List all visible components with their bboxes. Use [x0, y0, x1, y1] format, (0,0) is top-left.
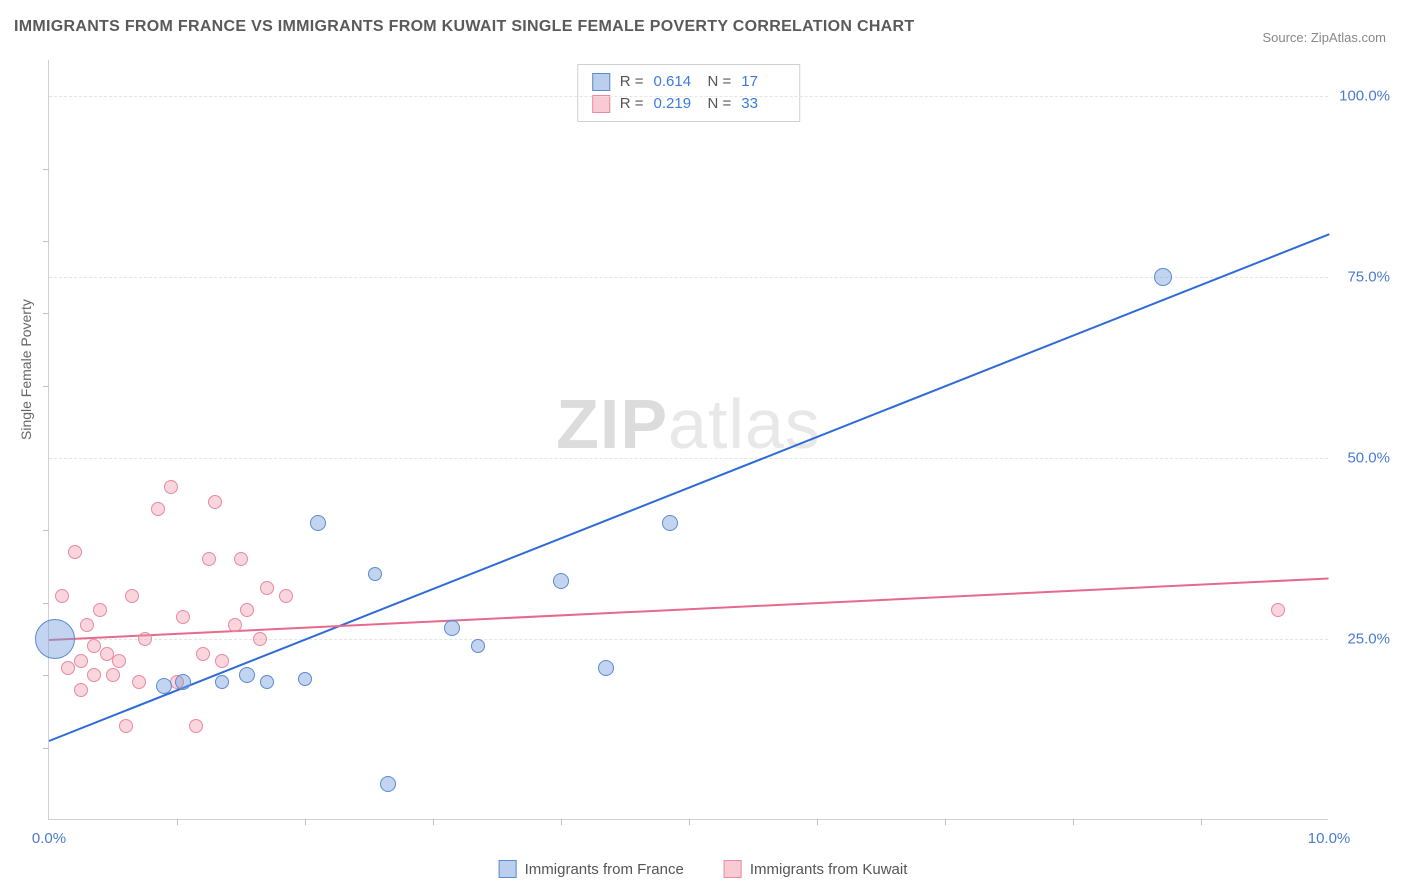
- data-point-france: [444, 620, 460, 636]
- data-point-kuwait: [138, 632, 152, 646]
- data-point-kuwait: [61, 661, 75, 675]
- x-minor-tick: [817, 819, 818, 825]
- y-minor-tick: [43, 603, 49, 604]
- data-point-kuwait: [68, 545, 82, 559]
- data-point-kuwait: [189, 719, 203, 733]
- data-point-kuwait: [87, 668, 101, 682]
- stats-legend: R = 0.614 N = 17 R = 0.219 N = 33: [577, 64, 801, 122]
- source-label: Source: ZipAtlas.com: [1262, 30, 1386, 45]
- swatch-pink-icon: [592, 95, 610, 113]
- stats-row-france: R = 0.614 N = 17: [592, 71, 786, 93]
- data-point-kuwait: [151, 502, 165, 516]
- x-minor-tick: [305, 819, 306, 825]
- data-point-kuwait: [106, 668, 120, 682]
- data-point-france: [553, 573, 569, 589]
- data-point-kuwait: [87, 639, 101, 653]
- data-point-france: [471, 639, 485, 653]
- x-minor-tick: [1073, 819, 1074, 825]
- swatch-blue-icon: [499, 860, 517, 878]
- data-point-kuwait: [253, 632, 267, 646]
- data-point-france: [175, 674, 191, 690]
- y-tick-label: 100.0%: [1339, 88, 1390, 105]
- y-axis-label: Single Female Poverty: [18, 299, 34, 440]
- x-minor-tick: [1201, 819, 1202, 825]
- data-point-france: [260, 675, 274, 689]
- y-tick-label: 25.0%: [1347, 631, 1390, 648]
- y-minor-tick: [43, 530, 49, 531]
- y-minor-tick: [43, 169, 49, 170]
- r-label: R =: [620, 71, 644, 93]
- data-point-france: [1154, 268, 1172, 286]
- y-minor-tick: [43, 748, 49, 749]
- data-point-france: [215, 675, 229, 689]
- y-minor-tick: [43, 313, 49, 314]
- data-point-kuwait: [74, 683, 88, 697]
- x-minor-tick: [433, 819, 434, 825]
- gridline: [49, 639, 1328, 640]
- n-label: N =: [708, 71, 732, 93]
- bottom-legend: Immigrants from France Immigrants from K…: [499, 860, 908, 878]
- x-minor-tick: [945, 819, 946, 825]
- trend-line-france: [49, 234, 1330, 743]
- y-minor-tick: [43, 675, 49, 676]
- data-point-kuwait: [132, 675, 146, 689]
- data-point-kuwait: [164, 480, 178, 494]
- y-tick-label: 75.0%: [1347, 269, 1390, 286]
- data-point-kuwait: [240, 603, 254, 617]
- gridline: [49, 277, 1328, 278]
- data-point-france: [662, 515, 678, 531]
- x-tick-label: 0.0%: [32, 830, 66, 847]
- chart-title: IMMIGRANTS FROM FRANCE VS IMMIGRANTS FRO…: [14, 18, 914, 36]
- data-point-kuwait: [202, 552, 216, 566]
- y-minor-tick: [43, 386, 49, 387]
- data-point-kuwait: [234, 552, 248, 566]
- data-point-kuwait: [196, 647, 210, 661]
- data-point-france: [380, 776, 396, 792]
- r-value-france: 0.614: [654, 71, 698, 93]
- data-point-kuwait: [112, 654, 126, 668]
- data-point-kuwait: [215, 654, 229, 668]
- data-point-kuwait: [176, 610, 190, 624]
- gridline: [49, 458, 1328, 459]
- data-point-kuwait: [55, 589, 69, 603]
- x-tick-label: 10.0%: [1308, 830, 1351, 847]
- data-point-france: [298, 672, 312, 686]
- swatch-pink-icon: [724, 860, 742, 878]
- data-point-kuwait: [260, 581, 274, 595]
- y-minor-tick: [43, 241, 49, 242]
- data-point-france: [598, 660, 614, 676]
- x-minor-tick: [177, 819, 178, 825]
- data-point-france: [156, 678, 172, 694]
- x-minor-tick: [561, 819, 562, 825]
- legend-label-france: Immigrants from France: [525, 861, 684, 878]
- x-minor-tick: [689, 819, 690, 825]
- data-point-kuwait: [208, 495, 222, 509]
- plot-area: ZIPatlas R = 0.614 N = 17 R = 0.219 N = …: [48, 60, 1328, 820]
- data-point-kuwait: [119, 719, 133, 733]
- data-point-kuwait: [125, 589, 139, 603]
- data-point-france: [310, 515, 326, 531]
- data-point-france: [368, 567, 382, 581]
- data-point-kuwait: [1271, 603, 1285, 617]
- gridline: [49, 96, 1328, 97]
- data-point-kuwait: [93, 603, 107, 617]
- data-point-kuwait: [228, 618, 242, 632]
- data-point-kuwait: [279, 589, 293, 603]
- y-tick-label: 50.0%: [1347, 450, 1390, 467]
- data-point-kuwait: [80, 618, 94, 632]
- data-point-kuwait: [100, 647, 114, 661]
- swatch-blue-icon: [592, 73, 610, 91]
- watermark: ZIPatlas: [556, 384, 821, 464]
- data-point-france: [35, 619, 75, 659]
- data-point-france: [239, 667, 255, 683]
- legend-label-kuwait: Immigrants from Kuwait: [750, 861, 908, 878]
- data-point-kuwait: [74, 654, 88, 668]
- legend-item-france: Immigrants from France: [499, 860, 684, 878]
- legend-item-kuwait: Immigrants from Kuwait: [724, 860, 908, 878]
- n-value-france: 17: [741, 71, 785, 93]
